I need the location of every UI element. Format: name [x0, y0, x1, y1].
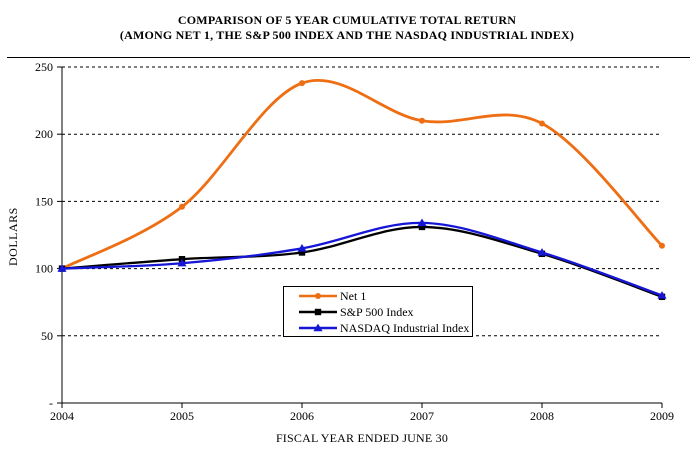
series-2-marker-5 [657, 291, 667, 299]
legend-circle-swatch-icon [299, 292, 337, 299]
series-2-marker-4 [537, 248, 547, 256]
legend-item-1: S&P 500 Index [299, 304, 472, 320]
series-0-marker-3 [419, 117, 425, 124]
series-0-marker-1 [179, 203, 185, 210]
series-1-marker-3 [418, 223, 426, 231]
x-axis-title: FISCAL YEAR ENDED JUNE 30 [275, 431, 449, 445]
series-0-marker-2 [299, 80, 305, 87]
y-axis-title: DOLLARS [6, 207, 20, 267]
legend-label-0: Net 1 [340, 288, 367, 303]
legend-marker-1 [314, 308, 322, 315]
y-tick-label-50: 50 [41, 329, 53, 343]
x-tick-label-2005: 2005 [170, 409, 194, 423]
x-tick-label-2008: 2008 [530, 409, 554, 423]
y-tick-label-0: - [49, 396, 53, 410]
legend-triangle-swatch-icon [299, 323, 337, 331]
series-line-2 [60, 221, 664, 297]
title-divider-line [7, 57, 690, 58]
legend-square-swatch-icon [299, 308, 337, 315]
series-2-marker-3 [417, 218, 427, 227]
legend-marker-0 [315, 292, 321, 299]
series-line-0 [60, 79, 664, 270]
y-tick-label-150: 150 [35, 194, 53, 208]
series-0-marker-4 [539, 120, 545, 127]
series-2-marker-1 [177, 258, 187, 267]
series-1-marker-2 [298, 249, 306, 256]
chart-title-line2: (AMONG NET 1, THE S&P 500 INDEX AND THE … [119, 28, 575, 42]
y-tick-label-200: 200 [35, 127, 53, 141]
y-tick-label-100: 100 [35, 262, 53, 276]
x-tick-label-2007: 2007 [410, 409, 434, 423]
chart-title-line1: COMPARISON OF 5 YEAR CUMULATIVE TOTAL RE… [177, 13, 517, 27]
series-0-marker-5 [659, 242, 665, 249]
legend-marker-2 [313, 323, 323, 331]
y-tick-label-250: 250 [35, 60, 53, 74]
series-2-marker-0 [57, 264, 67, 272]
legend-item-2: NASDAQ Industrial Index [299, 320, 472, 336]
legend-label-2: NASDAQ Industrial Index [340, 320, 470, 335]
x-tick-label-2006: 2006 [290, 409, 314, 423]
x-tick-label-2004: 2004 [50, 409, 74, 423]
series-2-marker-2 [297, 244, 307, 252]
chart-title: COMPARISON OF 5 YEAR CUMULATIVE TOTAL RE… [0, 13, 694, 43]
legend-label-1: S&P 500 Index [340, 304, 414, 319]
legend-item-0: Net 1 [299, 288, 472, 304]
x-tick-label-2009: 2009 [650, 409, 674, 423]
legend: Net 1 S&P 500 Index NASDAQ Industrial Inde… [283, 286, 473, 337]
